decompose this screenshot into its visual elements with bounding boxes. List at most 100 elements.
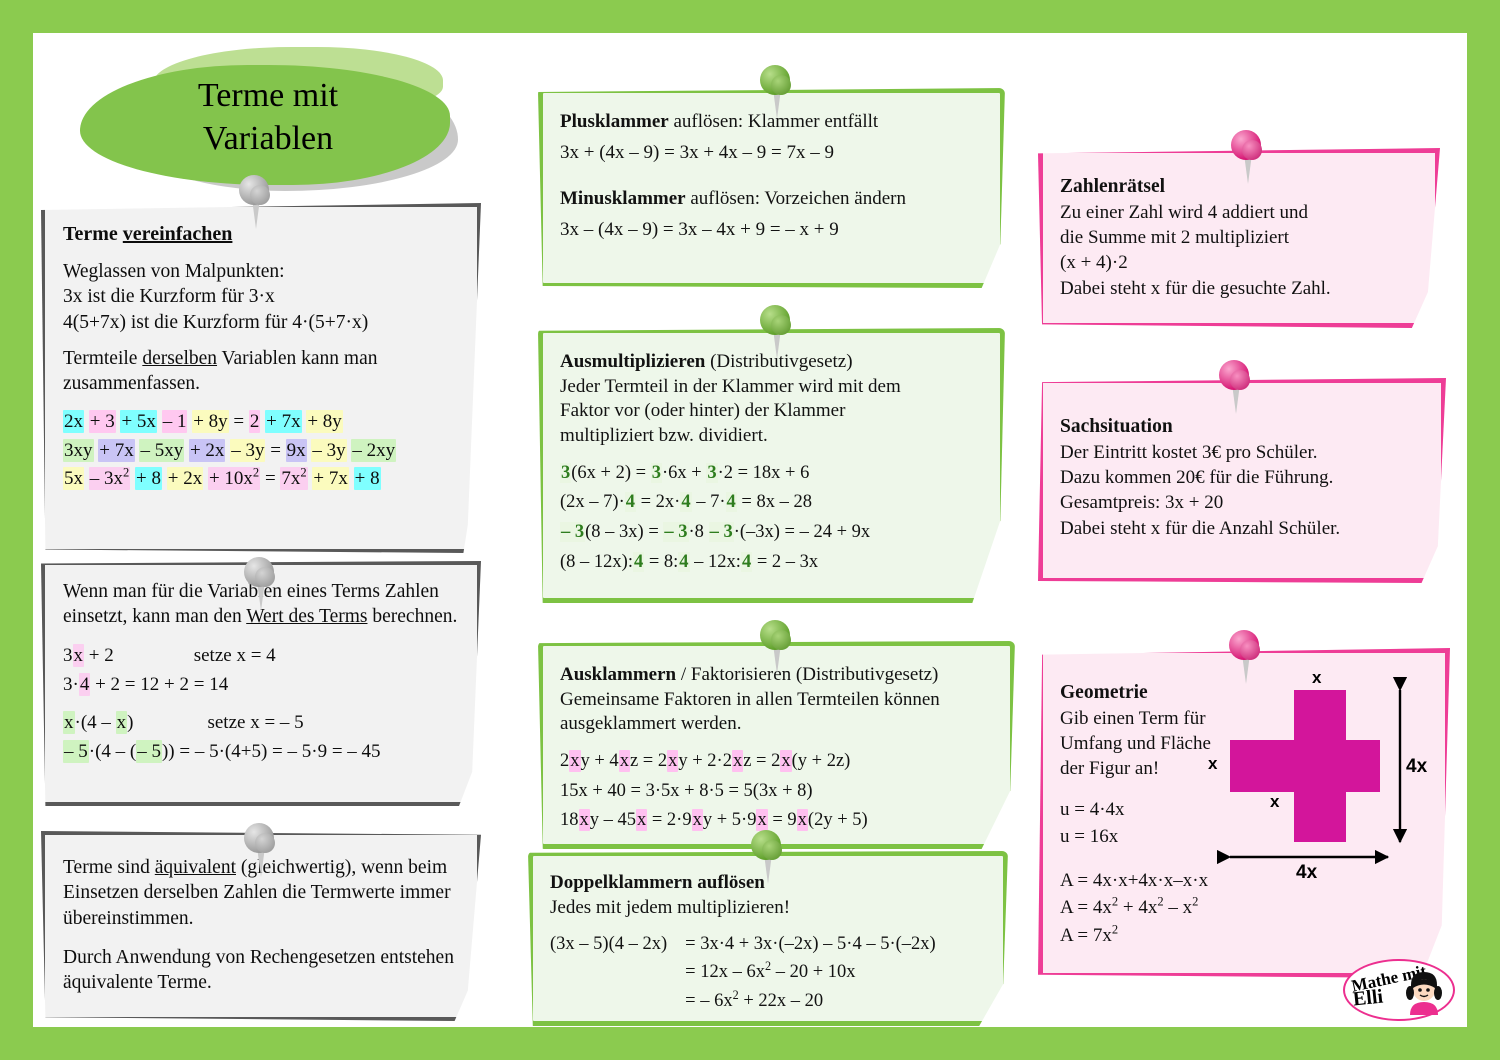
doppelklammern-right: = 3x·4 + 3x·(–2x) – 5·4 – 5·(–2x) = 12x … <box>685 930 936 1014</box>
zahlenraetsel-title: Zahlenrätsel <box>1060 176 1166 197</box>
pushpin-neck <box>255 833 275 853</box>
pushpin-pink-sachsituation <box>1213 358 1261 418</box>
termteile-underlined: derselben <box>142 348 218 370</box>
rechengesetze-paragraph: Durch Anwendung von Rechengesetzen entst… <box>63 947 454 994</box>
termteile-pre: Termteile <box>63 348 143 370</box>
pushpin-neck <box>1240 640 1260 660</box>
equation-row: 3xy + 7x – 5xy + 2x – 3y = 9x – 3y – 2xy <box>63 438 397 462</box>
heading-underlined: vereinfachen <box>122 223 233 245</box>
equation-row: 15x + 40 = 3·5x + 8·5 = 5(3x + 8) <box>560 780 813 801</box>
pushpin-neck <box>771 315 791 335</box>
pushpin-neck <box>1242 140 1262 160</box>
doppelklammern-left: (3x – 5)(4 – 2x) <box>550 934 668 955</box>
pushpin-needle <box>1244 154 1252 184</box>
minusklammer-label: Minusklammer <box>560 188 686 210</box>
card-ausklammern: Ausklammern / Faktorisieren (Distributiv… <box>538 641 1015 849</box>
zahlenraetsel-expression: (x + 4)·2 <box>1060 252 1128 274</box>
logo-mathe-mit-elli: Mathe mit Elli <box>1339 957 1459 1023</box>
geometrie-prompt-3: der Figur an! <box>1060 758 1160 780</box>
pushpin-neck <box>771 75 791 95</box>
equation-row: 18xy – 45x = 2·9xy + 5·9x = 9x(2y + 5) <box>560 809 868 832</box>
ausmultiplizieren-subtitle: (Distributivgesetz) <box>705 351 853 372</box>
card-geometrie: Geometrie Gib einen Term für Umfang und … <box>1038 648 1450 978</box>
card-klammern-aufloesen: Plusklammer auflösen: Klammer entfällt 3… <box>538 88 1005 288</box>
weglassen-line-1: Weglassen von Malpunkten: <box>63 261 285 282</box>
card-terme-vereinfachen: Terme vereinfachen Weglassen von Malpunk… <box>41 203 481 553</box>
doppelklammern-equations: (3x – 5)(4 – 2x) = 3x·4 + 3x·(–2x) – 5·4… <box>550 930 988 1014</box>
equation-row: 2x + 3 + 5x – 1 + 8y = 2 + 7x + 8y <box>63 409 343 433</box>
wert-paragraph: Wenn man für die Variablen eines Terms Z… <box>63 579 461 630</box>
example-row: x·(4 – x) setze x = – 5 <box>63 711 304 735</box>
minusklammer-rule: Minusklammer auflösen: Vorzeichen ändern <box>560 187 985 212</box>
dimension-arrows <box>1216 676 1408 865</box>
pushpin-neck <box>1230 370 1250 390</box>
sachsituation-line-1: Der Eintritt kostet 3€ pro Schüler. <box>1060 441 1318 463</box>
pushpin-green-klammern <box>754 63 802 123</box>
poster-title-blob: Terme mit Variablen <box>58 43 478 203</box>
pushpin-needle <box>257 847 265 877</box>
pushpin-green-ausklammern <box>754 618 802 678</box>
page-title-line-1: Terme mit <box>197 77 339 114</box>
pushpin-needle <box>773 329 781 359</box>
pushpin-gray-aequivalent <box>238 821 286 881</box>
geometrie-prompt-1: Gib einen Term für <box>1060 707 1206 729</box>
pushpin-needle <box>773 89 781 119</box>
doppelklammern-title: Doppelklammern auflösen <box>550 872 765 893</box>
card-wert-des-terms: Wenn man für die Variablen eines Terms Z… <box>41 561 481 806</box>
zahlenraetsel-line-2: die Summe mit 2 multipliziert <box>1060 227 1290 249</box>
pushpin-neck <box>255 567 275 587</box>
equation-row: 2xy + 4xz = 2xy + 2·2xz = 2x(y + 2z) <box>560 750 851 773</box>
card-sachsituation: Sachsituation Der Eintritt kostet 3€ pro… <box>1038 378 1446 583</box>
weglassen-paragraph: Weglassen von Malpunkten: 3x ist die Kur… <box>63 259 461 335</box>
logo-line-2: Elli <box>1351 985 1385 1011</box>
equation-row: = – 6x2 + 22x – 20 <box>685 987 824 1011</box>
title-blob-main <box>80 65 450 185</box>
figure-label-top: x <box>1312 668 1322 687</box>
wert-example-2: x·(4 – x) setze x = – 5 – 5·(4 – (– 5)) =… <box>63 709 461 767</box>
equation-row: = 3x·4 + 3x·(–2x) – 5·4 – 5·(–2x) <box>685 934 936 955</box>
pushpin-neck <box>250 185 270 205</box>
figure-label-bottom: x <box>1270 792 1280 811</box>
pushpin-green-doppelklammern <box>745 828 793 888</box>
vereinfachen-equations: 2x + 3 + 5x – 1 + 8y = 2 + 7x + 8y 3xy +… <box>63 408 461 495</box>
doppelklammern-subtitle: Jedes mit jedem multiplizieren! <box>550 896 791 918</box>
ausmultiplizieren-desc-2: Faktor vor (oder hinter) der Klammer <box>560 400 846 422</box>
geometrie-title: Geometrie <box>1060 682 1148 703</box>
sachsituation-line-2: Dazu kommen 20€ für die Führung. <box>1060 467 1334 489</box>
geometry-figure: x x x 4x 4x <box>1208 668 1436 904</box>
ausklammern-title: Ausklammern / Faktorisieren (Distributiv… <box>560 663 995 688</box>
pushpin-needle <box>773 644 781 674</box>
figure-label-width: 4x <box>1296 862 1318 883</box>
ausklammern-subtitle: / Faktorisieren (Distributivgesetz) <box>676 664 939 685</box>
equation-row: 3(6x + 2) = 3·6x + 3·2 = 18x + 6 <box>560 462 810 483</box>
ausklammern-desc-1: Gemeinsame Faktoren in allen Termteilen … <box>560 688 940 710</box>
minusklammer-equation: 3x – (4x – 9) = 3x – 4x + 9 = – x + 9 <box>560 219 839 241</box>
wert-post: berechnen. <box>367 606 458 628</box>
zahlenraetsel-line-4: Dabei steht x für die gesuchte Zahl. <box>1060 277 1331 299</box>
ausklammern-label: Ausklammern <box>560 664 677 685</box>
geometrie-perimeter: u = 4·4x u = 16x <box>1060 796 1255 851</box>
ausklammern-desc-2: ausgeklammert werden. <box>560 713 742 735</box>
card-shape <box>538 88 1005 288</box>
zahlenraetsel-line-1: Zu einer Zahl wird 4 addiert und <box>1060 201 1308 223</box>
pushpin-needle <box>764 854 772 884</box>
sachsituation-gesamtpreis: Gesamtpreis: 3x + 20 <box>1060 492 1224 514</box>
ausklammern-equations: 2xy + 4xz = 2xy + 2·2xz = 2x(y + 2z) 15x… <box>560 747 995 836</box>
sachsituation-title: Sachsituation <box>1060 416 1173 437</box>
card-ausmultiplizieren: Ausmultiplizieren (Distributivgesetz) Je… <box>538 328 1005 603</box>
example-row: 3x + 2 setze x = 4 <box>63 643 276 667</box>
pushpin-needle <box>252 199 260 229</box>
geometrie-prompt-2: Umfang und Fläche <box>1060 733 1211 755</box>
ausmultiplizieren-label: Ausmultiplizieren <box>560 351 706 372</box>
ausmultiplizieren-desc-3: multipliziert bzw. dividiert. <box>560 425 768 447</box>
plusklammer-label: Plusklammer <box>560 111 669 132</box>
area-row: A = 7x2 <box>1060 922 1119 946</box>
card-heading: Terme vereinfachen <box>63 221 461 247</box>
page-title: Terme mit Variablen <box>58 75 478 160</box>
equation-row: 5x – 3x2 + 8 + 2x + 10x2 = 7x2 + 7x + 8 <box>63 466 381 491</box>
cross-horizontal-bar <box>1230 740 1380 792</box>
weglassen-line-2: 3x ist die Kurzform für 3·x <box>63 286 275 308</box>
plusklammer-rest: auflösen: Klammer entfällt <box>668 111 879 132</box>
figure-label-left: x <box>1208 754 1218 773</box>
pushpin-gray-wert <box>238 555 286 615</box>
